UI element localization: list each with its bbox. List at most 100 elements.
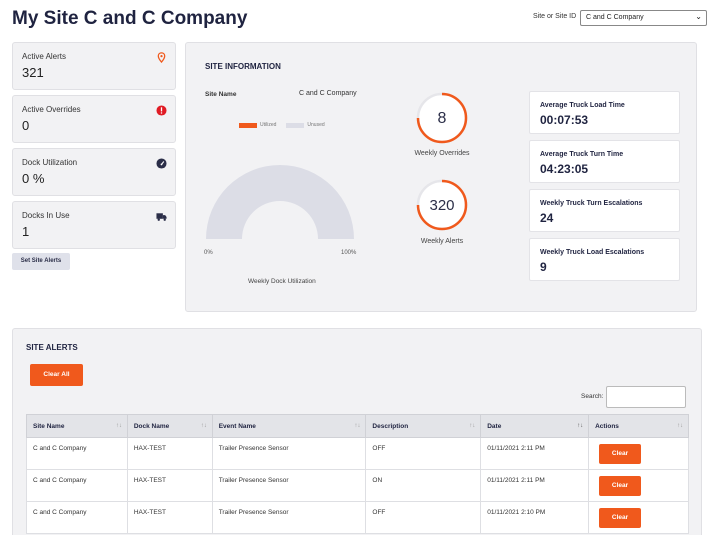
- chevron-down-icon: ⌄: [695, 12, 702, 21]
- sort-icon: ↑↓: [677, 423, 683, 429]
- search-label: Search:: [581, 393, 604, 400]
- gauge-legend: Utilized Unused: [239, 122, 325, 128]
- stat-label: Docks In Use: [22, 211, 70, 220]
- stat-card-docks-in-use: Docks In Use 1: [12, 201, 176, 249]
- clear-all-button[interactable]: Clear All: [30, 364, 83, 386]
- page-title: My Site C and C Company: [12, 8, 248, 29]
- cell-actions: Clear: [588, 469, 689, 502]
- cell-dock: HAX-TEST: [126, 437, 213, 470]
- clear-button[interactable]: Clear: [599, 475, 642, 496]
- column-header-event-name[interactable]: Event Name ↑↓: [211, 414, 367, 438]
- site-alerts-panel: SITE ALERTS Clear All Search: Site Name ↑…: [12, 328, 702, 535]
- cell-site: C and C Company: [26, 501, 128, 534]
- site-select-value: C and C Company: [586, 14, 644, 21]
- legend-unused: Unused: [307, 122, 325, 128]
- sort-icon: ↑↓: [115, 423, 122, 429]
- sort-icon: ↑↓: [200, 423, 207, 429]
- cell-date: 01/11/2021 2:11 PM: [480, 469, 590, 502]
- metric-label: Average Truck Turn Time: [540, 151, 624, 158]
- cell-event: Trailer Presence Sensor: [211, 437, 367, 470]
- sort-icon: ↑↓: [469, 423, 476, 429]
- metric-label: Average Truck Load Time: [540, 102, 625, 109]
- site-name-label: Site Name: [205, 91, 237, 98]
- weekly-overrides-caption: Weekly Overrides: [414, 150, 470, 157]
- column-header-description[interactable]: Description ↑↓: [365, 414, 482, 438]
- stat-label: Active Alerts: [22, 52, 67, 61]
- metric-card-load-time: Average Truck Load Time 00:07:53: [529, 91, 680, 134]
- metric-card-turn-time: Average Truck Turn Time 04:23:05: [529, 140, 680, 183]
- sort-icon: ↑↓: [354, 423, 361, 429]
- search-input[interactable]: [606, 386, 686, 408]
- metric-value: 00:07:53: [540, 113, 589, 127]
- cell-site: C and C Company: [26, 469, 128, 502]
- cell-actions: Clear: [588, 437, 689, 470]
- cell-description: ON: [365, 469, 482, 502]
- metric-label: Weekly Truck Turn Escalations: [540, 200, 643, 207]
- cell-description: OFF: [365, 437, 482, 470]
- truck-icon: [156, 213, 167, 221]
- column-header-label: Dock Name: [133, 422, 170, 430]
- legend-swatch-utilized: [239, 122, 257, 128]
- alert-circle-icon: [156, 105, 167, 116]
- sort-desc-icon: ↑↓: [577, 423, 584, 429]
- stat-card-active-overrides: Active Overrides 0: [12, 95, 176, 143]
- site-name-value: C and C Company: [299, 90, 357, 97]
- site-alerts-title: SITE ALERTS: [26, 343, 78, 352]
- location-pin-icon: [157, 52, 166, 63]
- cell-date: 01/11/2021 2:10 PM: [480, 501, 590, 534]
- cell-event: Trailer Presence Sensor: [211, 501, 367, 534]
- stat-value: 0 %: [22, 171, 45, 186]
- column-header-label: Event Name: [218, 422, 256, 430]
- cell-actions: Clear: [588, 501, 689, 534]
- cell-description: OFF: [365, 501, 482, 534]
- metric-card-load-escalations: Weekly Truck Load Escalations 9: [529, 238, 680, 281]
- stat-card-dock-utilization: Dock Utilization 0 %: [12, 148, 176, 196]
- set-site-alerts-button[interactable]: Set Site Alerts: [12, 253, 70, 270]
- site-information-title: SITE INFORMATION: [205, 62, 281, 71]
- weekly-overrides-ring: 8: [416, 92, 468, 144]
- metric-value: 04:23:05: [540, 162, 589, 176]
- cell-event: Trailer Presence Sensor: [211, 469, 367, 502]
- column-header-site-name[interactable]: Site Name ↑↓: [26, 414, 128, 438]
- gauge-icon: [156, 158, 167, 169]
- dock-utilization-gauge: [206, 165, 354, 239]
- stat-label: Dock Utilization: [22, 158, 78, 167]
- clear-button[interactable]: Clear: [599, 443, 642, 464]
- metric-value: 24: [540, 211, 554, 225]
- table-header-row: Site Name ↑↓ Dock Name ↑↓ Event Name ↑↓ Des…: [26, 414, 689, 438]
- weekly-alerts-caption: Weekly Alerts: [420, 238, 464, 245]
- cell-date: 01/11/2021 2:11 PM: [480, 437, 590, 470]
- table-row: C and C Company HAX-TEST Trailer Presenc…: [26, 437, 689, 470]
- stat-value: 321: [22, 65, 44, 80]
- legend-utilized: Utilized: [260, 122, 277, 128]
- gauge-min-label: 0%: [204, 250, 213, 256]
- weekly-alerts-value: 320: [429, 197, 454, 214]
- column-header-date[interactable]: Date ↑↓: [480, 414, 590, 438]
- gauge-max-label: 100%: [341, 250, 357, 256]
- metric-value: 9: [540, 260, 547, 274]
- column-header-dock-name[interactable]: Dock Name ↑↓: [126, 414, 213, 438]
- column-header-label: Description: [372, 422, 409, 430]
- cell-dock: HAX-TEST: [126, 469, 213, 502]
- column-header-actions[interactable]: Actions ↑↓: [588, 414, 689, 438]
- column-header-label: Date: [487, 422, 502, 430]
- metric-card-turn-escalations: Weekly Truck Turn Escalations 24: [529, 189, 680, 232]
- table-row: C and C Company HAX-TEST Trailer Presenc…: [26, 501, 689, 534]
- cell-dock: HAX-TEST: [126, 501, 213, 534]
- stat-card-active-alerts: Active Alerts 321: [12, 42, 176, 90]
- column-header-label: Site Name: [33, 422, 65, 430]
- site-select-label: Site or Site ID: [533, 13, 577, 20]
- site-information-panel: SITE INFORMATION Site Name C and C Compa…: [185, 42, 697, 312]
- site-select[interactable]: C and C Company ⌄: [580, 10, 707, 26]
- weekly-alerts-ring: 320: [416, 179, 468, 231]
- metric-label: Weekly Truck Load Escalations: [540, 249, 645, 256]
- alerts-table: Site Name ↑↓ Dock Name ↑↓ Event Name ↑↓ Des…: [26, 414, 689, 534]
- clear-button[interactable]: Clear: [599, 507, 642, 528]
- legend-swatch-unused: [286, 122, 305, 128]
- column-header-label: Actions: [595, 422, 619, 430]
- gauge-track: [206, 165, 354, 239]
- stat-value: 1: [22, 224, 30, 239]
- table-row: C and C Company HAX-TEST Trailer Presenc…: [26, 469, 689, 502]
- gauge-caption: Weekly Dock Utilization: [248, 278, 316, 285]
- cell-site: C and C Company: [26, 437, 128, 470]
